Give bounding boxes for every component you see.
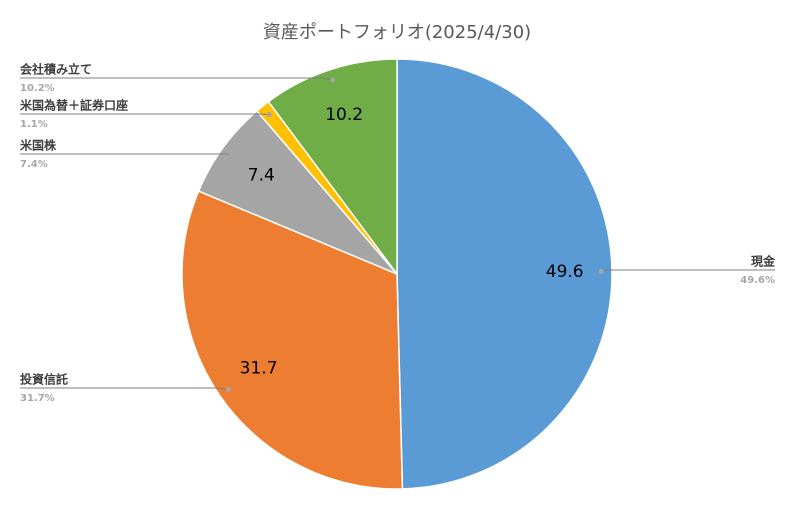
pie-slice (181, 190, 404, 490)
pie-slice (396, 58, 613, 490)
legend-label: 現金 (751, 254, 776, 269)
leader-dot (330, 77, 336, 83)
legend-label: 投資信託 (20, 372, 68, 387)
percent-label: 10.2% (20, 83, 55, 94)
legend-label: 米国為替＋証券口座 (20, 98, 128, 113)
slice-value-label: 10.2 (325, 105, 363, 125)
leader-dot (225, 386, 231, 392)
chart-title: 資産ポートフォリオ(2025/4/30) (263, 22, 531, 43)
percent-label: 1.1% (20, 119, 48, 130)
pie-slice (197, 109, 398, 275)
pie-slice (267, 58, 398, 277)
slice-value-label: 49.6 (546, 262, 584, 282)
legend-label: 米国株 (20, 138, 57, 153)
legend-label: 会社積み立て (20, 62, 92, 77)
leader-dot (598, 268, 604, 274)
percent-label: 7.4% (20, 159, 48, 170)
leader-line (601, 269, 775, 272)
leader-dot (266, 112, 272, 118)
leader-line (20, 113, 270, 116)
slice-value-label: 7.4 (248, 165, 275, 185)
percent-label: 49.6% (740, 275, 775, 286)
percent-label: 31.7% (20, 393, 55, 404)
leader-line (20, 77, 333, 81)
leader-dot (229, 151, 235, 157)
slice-value-label: 31.7 (240, 359, 278, 379)
leader-line (20, 387, 229, 390)
